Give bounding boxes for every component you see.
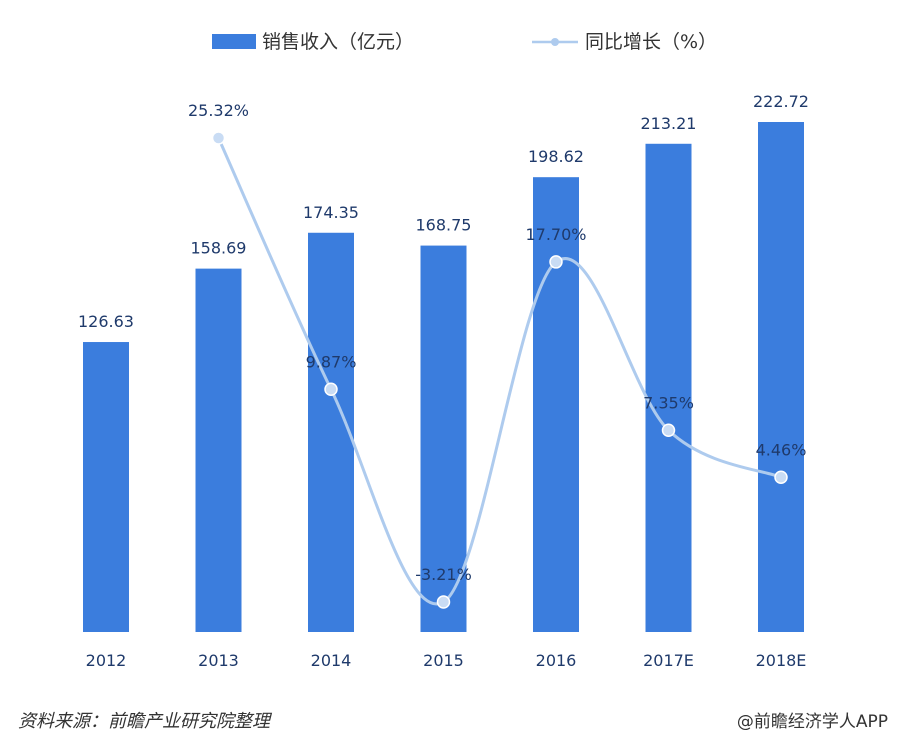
x-tick-2018E: 2018E — [756, 651, 807, 670]
footer: 资料来源：前瞻产业研究院整理 @前瞻经济学人APP — [0, 707, 904, 737]
bar-2017E — [645, 143, 692, 632]
bar-2014 — [308, 232, 354, 632]
bar-value-label-2016: 198.62 — [528, 147, 584, 166]
x-tick-2017E: 2017E — [643, 651, 694, 670]
line-value-labels: 25.32% 9.87% -3.21% 17.70% 7.35% 4.46% — [188, 101, 806, 584]
growth-line — [217, 137, 782, 606]
bar-value-label-2017E: 213.21 — [641, 114, 697, 133]
line-point-2016 — [549, 255, 563, 269]
line-series — [211, 131, 788, 609]
app-credit: @前瞻经济学人APP — [736, 712, 888, 732]
legend: 销售收入（亿元） 同比增长（%） — [212, 31, 717, 53]
x-tick-2015: 2015 — [423, 651, 464, 670]
bar-value-label-2015: 168.75 — [416, 216, 472, 235]
bar-value-label-2012: 126.63 — [78, 312, 134, 331]
x-tick-2014: 2014 — [311, 651, 352, 670]
bar-2016 — [533, 177, 579, 632]
x-tick-2016: 2016 — [536, 651, 577, 670]
bar-value-labels: 126.63 158.69 174.35 168.75 198.62 213.21 222.… — [78, 92, 809, 331]
source-note: 资料来源：前瞻产业研究院整理 — [18, 711, 270, 732]
bar-2018E — [758, 122, 804, 632]
line-value-label-2018E: 4.46% — [756, 440, 807, 459]
line-value-label-2013: 25.32% — [188, 101, 249, 120]
bar-value-label-2013: 158.69 — [191, 239, 247, 258]
legend-bar-swatch — [212, 34, 256, 49]
bar-value-label-2018E: 222.72 — [753, 92, 809, 111]
legend-line-marker — [551, 38, 559, 46]
line-point-2014 — [324, 382, 338, 397]
bar-2013 — [195, 268, 242, 632]
line-point-2013 — [211, 131, 226, 145]
x-axis-tick-labels: 2012 2013 2014 2015 2016 2017E 2018E — [86, 651, 807, 670]
legend-bar-label: 销售收入（亿元） — [262, 31, 414, 53]
bar-2015 — [420, 245, 467, 632]
x-tick-2012: 2012 — [86, 651, 127, 670]
legend-line-label: 同比增长（%） — [585, 31, 717, 53]
line-point-2015 — [436, 595, 451, 609]
line-value-label-2016: 17.70% — [525, 225, 586, 244]
line-point-2018E — [774, 470, 788, 485]
x-tick-2013: 2013 — [198, 651, 239, 670]
bar-value-label-2014: 174.35 — [303, 203, 359, 222]
line-value-label-2017E: 7.35% — [643, 393, 694, 412]
bar-2012 — [83, 342, 129, 632]
line-point-2017E — [661, 423, 676, 438]
line-value-label-2015: -3.21% — [415, 565, 472, 584]
line-value-label-2014: 9.87% — [306, 352, 357, 371]
bar-series — [83, 122, 804, 632]
